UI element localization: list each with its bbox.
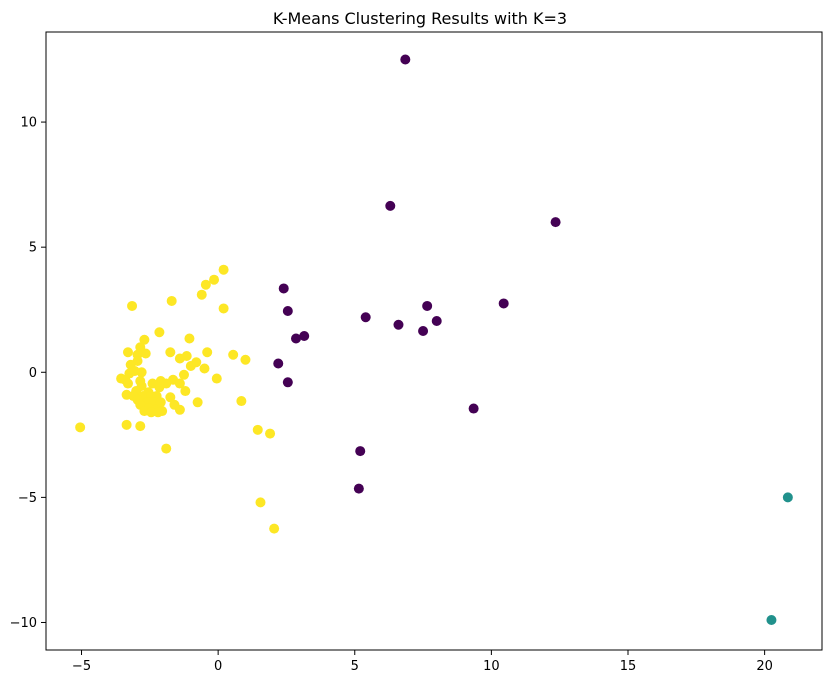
cluster-0-point (299, 331, 310, 341)
plot-frame (45, 31, 823, 651)
cluster-0-point (278, 283, 289, 294)
cluster-2-point (192, 397, 203, 408)
x-tick-label: 0 (214, 659, 222, 674)
cluster-2-point (184, 333, 195, 344)
cluster-0-point (418, 325, 429, 336)
cluster-2-point (155, 397, 166, 408)
cluster-2-point (122, 378, 133, 389)
cluster-2-point (174, 404, 185, 415)
cluster-0-point (431, 315, 442, 326)
cluster-2-point (121, 419, 132, 430)
y-tick-label: 5 (29, 241, 37, 256)
cluster-2-point (174, 353, 185, 364)
cluster-2-point (236, 396, 247, 407)
cluster-2-point (209, 274, 220, 285)
cluster-0-point (291, 333, 302, 344)
data-points (75, 54, 793, 625)
cluster-2-point (255, 497, 266, 508)
x-tick-label: 15 (620, 659, 637, 674)
cluster-2-point (200, 279, 211, 290)
cluster-2-point (211, 373, 222, 384)
cluster-2-point (136, 367, 147, 378)
x-tick-label: 20 (756, 659, 773, 674)
cluster-0-point (498, 298, 509, 309)
cluster-0-point (353, 483, 364, 494)
cluster-0-point (273, 358, 284, 369)
cluster-2-point (196, 289, 207, 300)
cluster-2-point (154, 327, 165, 338)
cluster-2-point (139, 334, 150, 345)
cluster-2-point (178, 369, 189, 380)
cluster-2-point (122, 347, 133, 358)
cluster-2-point (218, 264, 229, 275)
cluster-2-point (265, 428, 276, 439)
y-tick-label: −5 (18, 491, 37, 506)
cluster-2-point (180, 386, 191, 397)
cluster-2-point (269, 523, 280, 534)
cluster-2-point (75, 422, 86, 433)
cluster-2-point (127, 300, 138, 311)
x-tick-label: −5 (72, 659, 91, 674)
cluster-0-point (282, 305, 293, 316)
cluster-2-point (218, 303, 229, 314)
cluster-0-point (385, 200, 396, 211)
cluster-2-point (185, 361, 196, 372)
cluster-1-point (782, 492, 793, 503)
cluster-0-point (468, 403, 479, 414)
x-tick-label: 10 (483, 659, 500, 674)
cluster-0-point (393, 319, 404, 330)
cluster-0-point (422, 300, 433, 311)
cluster-2-point (252, 424, 263, 435)
x-axis: −5 0 5 10 15 20 (72, 650, 773, 674)
cluster-2-point (140, 348, 151, 359)
cluster-2-point (154, 382, 165, 393)
cluster-2-point (161, 443, 172, 454)
cluster-2-point (153, 407, 164, 418)
x-tick-label: 5 (351, 659, 359, 674)
y-tick-label: 0 (29, 366, 37, 381)
y-axis: −10 −5 0 5 10 (10, 116, 46, 631)
y-tick-label: 10 (20, 116, 37, 131)
cluster-0-point (355, 446, 366, 457)
cluster-2-point (165, 347, 176, 358)
cluster-0-point (400, 54, 411, 65)
cluster-2-point (240, 354, 251, 365)
cluster-2-point (228, 349, 239, 360)
cluster-2-point (166, 295, 177, 306)
cluster-2-point (165, 392, 176, 403)
y-tick-label: −10 (10, 616, 37, 631)
cluster-0-point (282, 377, 293, 388)
cluster-2-point (135, 421, 146, 432)
chart-title: K-Means Clustering Results with K=3 (273, 9, 567, 28)
cluster-1-point (766, 614, 777, 625)
cluster-2-point (174, 378, 185, 389)
cluster-0-point (360, 312, 371, 323)
cluster-2-point (202, 347, 213, 358)
cluster-2-point (199, 363, 210, 374)
cluster-0-point (550, 217, 561, 228)
